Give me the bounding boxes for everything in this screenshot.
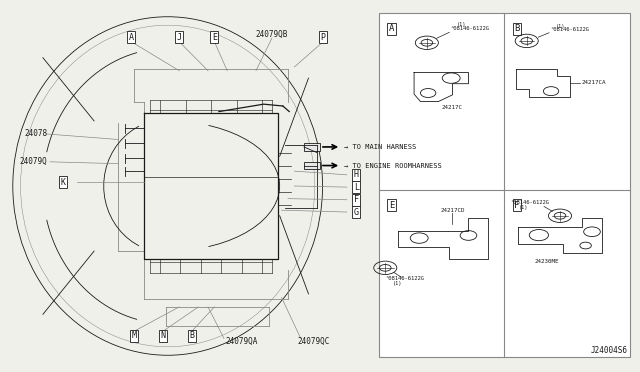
Text: K: K — [60, 178, 65, 187]
Text: J24004S6: J24004S6 — [590, 346, 627, 355]
FancyBboxPatch shape — [304, 143, 320, 151]
Text: N: N — [161, 331, 166, 340]
Text: → TO MAIN HARNESS: → TO MAIN HARNESS — [344, 144, 417, 150]
Text: M: M — [132, 331, 137, 340]
Text: F: F — [354, 195, 359, 204]
Text: 24217CA: 24217CA — [582, 80, 606, 86]
Text: 24079Q: 24079Q — [19, 157, 47, 166]
Text: H: H — [354, 170, 359, 179]
Text: A: A — [129, 33, 134, 42]
FancyBboxPatch shape — [304, 162, 320, 169]
Text: (1): (1) — [457, 22, 467, 28]
Text: E: E — [212, 33, 217, 42]
Text: °08146-6122G: °08146-6122G — [451, 26, 490, 31]
Text: J: J — [177, 33, 182, 42]
Text: 24217C: 24217C — [442, 105, 463, 110]
Text: 24079QA: 24079QA — [226, 337, 258, 346]
Text: 24078: 24078 — [24, 129, 47, 138]
Text: E: E — [389, 201, 394, 210]
Text: L: L — [354, 183, 359, 192]
Text: 24079QB: 24079QB — [256, 30, 288, 39]
Text: (1): (1) — [518, 205, 528, 210]
Text: B: B — [189, 331, 195, 340]
Text: (1): (1) — [556, 23, 566, 29]
Text: 24217CD: 24217CD — [440, 208, 465, 213]
Text: F: F — [515, 201, 520, 210]
Bar — [379, 13, 630, 357]
Text: → TO ENGINE ROOMHARNESS: → TO ENGINE ROOMHARNESS — [344, 163, 442, 169]
Text: (1): (1) — [393, 281, 403, 286]
Text: 24230ME: 24230ME — [535, 259, 559, 264]
Text: G: G — [354, 208, 359, 217]
Text: P: P — [321, 33, 326, 42]
Text: A: A — [389, 24, 394, 33]
Text: °08146-6122G: °08146-6122G — [511, 200, 550, 205]
Text: °08146-6122G: °08146-6122G — [385, 276, 424, 282]
Text: °08146-6122G: °08146-6122G — [550, 27, 589, 32]
Text: B: B — [515, 24, 520, 33]
Text: 24079QC: 24079QC — [298, 337, 330, 346]
